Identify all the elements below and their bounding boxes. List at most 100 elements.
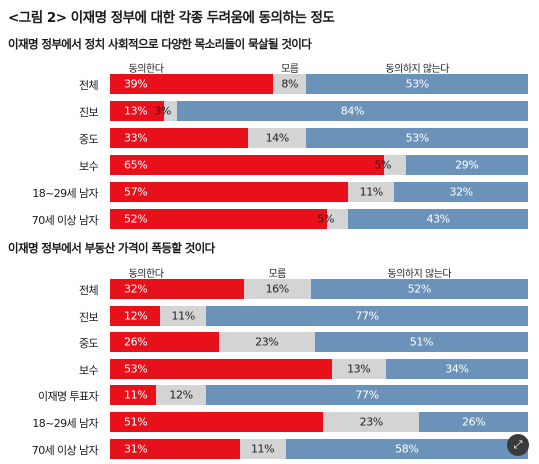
data-label: 11% <box>250 442 275 456</box>
data-label: 3% <box>154 104 171 118</box>
bar-segment-agree: 31% <box>110 438 240 459</box>
data-label: 5% <box>317 212 335 226</box>
data-label: 84% <box>340 104 365 118</box>
data-label: 58% <box>395 442 419 456</box>
bar-segment-unsure: 3% <box>154 101 177 121</box>
data-label: 65% <box>124 158 148 172</box>
data-label: 14% <box>265 131 290 145</box>
category-label: 중도 <box>78 337 99 351</box>
bar-segment-unsure: 11% <box>348 182 395 202</box>
data-label: 13% <box>347 362 371 376</box>
category-label: 전체 <box>78 79 99 92</box>
bar-segment-agree: 11% <box>110 385 156 406</box>
category-label: 18~29세 남자 <box>32 187 98 200</box>
bar-segment-agree: 52% <box>110 209 328 229</box>
stacked-bar: 57% 11% 32% <box>110 182 528 202</box>
data-label: 53% <box>124 362 148 376</box>
bar-segment-unsure: 23% <box>218 332 315 353</box>
data-label: 32% <box>449 185 473 199</box>
stacked-bar: 52% 5% 43% <box>110 209 528 229</box>
bar-segment-agree: 57% <box>110 182 349 202</box>
category-label: 전체 <box>78 284 99 297</box>
bar-segment-unsure: 13% <box>331 358 386 379</box>
bar-segment-unsure: 14% <box>247 128 307 148</box>
bar-segment-agree: 51% <box>110 412 324 432</box>
stacked-bar: 26% 23% 51% <box>110 332 528 353</box>
bar-segment-unsure: 12% <box>155 385 207 406</box>
data-label: 8% <box>281 77 299 91</box>
bar-segment-unsure: 23% <box>323 412 420 432</box>
bar-segment-disagree: 26% <box>419 412 528 432</box>
expand-icon[interactable]: ⤢ <box>507 434 529 456</box>
stacked-bar: 33% 14% 53% <box>110 128 528 148</box>
bar-segment-agree: 65% <box>110 155 385 175</box>
data-label: 39% <box>124 77 148 91</box>
bar-segment-disagree: 51% <box>314 332 528 353</box>
bar-segment-unsure: 8% <box>273 74 307 94</box>
data-label: 57% <box>124 185 148 199</box>
bar-segment-agree: 32% <box>110 279 244 299</box>
data-label: 16% <box>265 282 290 296</box>
data-label: 11% <box>124 388 148 402</box>
chart-subtitle: 이재명 정부에서 부동산 가격이 폭등할 것이다 <box>8 241 215 255</box>
data-label: 23% <box>359 415 384 429</box>
category-label: 중도 <box>78 133 99 146</box>
bar-segment-agree: 39% <box>110 74 274 94</box>
legend-agree: 동의한다 <box>128 64 164 75</box>
bar-segment-disagree: 43% <box>348 209 528 229</box>
data-label: 11% <box>171 309 196 323</box>
data-label: 23% <box>255 335 279 349</box>
category-label: 18~29세 남자 <box>32 417 98 430</box>
bar-segment-unsure: 16% <box>243 279 311 299</box>
bar-segment-unsure: 11% <box>239 438 286 459</box>
data-label: 34% <box>445 362 469 376</box>
stacked-bar: 13% 3% 84% <box>110 101 528 121</box>
data-label: 13% <box>124 104 148 118</box>
stacked-bar: 39% 8% 53% <box>110 74 528 94</box>
bar-segment-unsure: 5% <box>317 209 349 229</box>
bar-segment-disagree: 52% <box>310 279 528 299</box>
data-label: 5% <box>374 158 392 172</box>
legend-unsure: 모름 <box>268 269 286 280</box>
data-label: 51% <box>124 415 148 429</box>
category-label: 70세 이상 남자 <box>31 214 99 227</box>
bar-segment-agree: 13% <box>110 101 165 121</box>
stacked-bar: 32% 16% 52% <box>110 279 528 299</box>
data-label: 33% <box>124 131 148 145</box>
data-label: 53% <box>405 77 430 91</box>
bar-segment-disagree: 77% <box>206 305 528 326</box>
bar-segment-disagree: 53% <box>306 74 528 94</box>
category-label: 보수 <box>78 363 99 377</box>
category-label: 진보 <box>78 310 99 324</box>
bar-segment-agree: 12% <box>110 305 161 326</box>
stacked-bar: 11% 12% 77% <box>110 385 528 406</box>
legend-unsure: 모름 <box>281 64 299 75</box>
legend-agree: 동의한다 <box>128 269 164 280</box>
data-label: 51% <box>409 335 434 349</box>
data-label: 26% <box>124 335 148 349</box>
stacked-bar: 53% 13% 34% <box>110 358 528 379</box>
bar-segment-disagree: 84% <box>176 101 528 121</box>
chart-title: <그림 2> 이재명 정부에 대한 각종 두려움에 동의하는 정도 <box>8 10 335 26</box>
stacked-bar: 65% 5% 29% <box>110 155 528 175</box>
data-label: 26% <box>462 415 486 429</box>
chart-subtitle: 이재명 정부에서 정치 사회적으로 다양한 목소리들이 묵살될 것이다 <box>8 37 312 51</box>
bar-segment-unsure: 11% <box>160 305 207 326</box>
data-label: 11% <box>359 185 384 199</box>
legend-disagree: 동의하지 않는다 <box>385 64 450 75</box>
data-label: 31% <box>124 442 148 456</box>
bar-segment-disagree: 77% <box>206 385 528 406</box>
data-label: 12% <box>169 388 193 402</box>
bar-segment-disagree: 32% <box>394 182 528 202</box>
bar-segment-agree: 53% <box>110 358 332 379</box>
stacked-bar: 31% 11% 58% <box>110 438 528 459</box>
bar-segment-agree: 33% <box>110 128 248 148</box>
bar-segment-unsure: 5% <box>374 155 406 175</box>
legend-disagree: 동의하지 않는다 <box>387 269 452 280</box>
data-label: 53% <box>405 131 430 145</box>
bar-segment-disagree: 58% <box>285 438 528 459</box>
data-label: 52% <box>124 212 148 226</box>
data-label: 52% <box>407 282 432 296</box>
data-label: 29% <box>455 158 479 172</box>
category-label: 보수 <box>78 160 99 173</box>
